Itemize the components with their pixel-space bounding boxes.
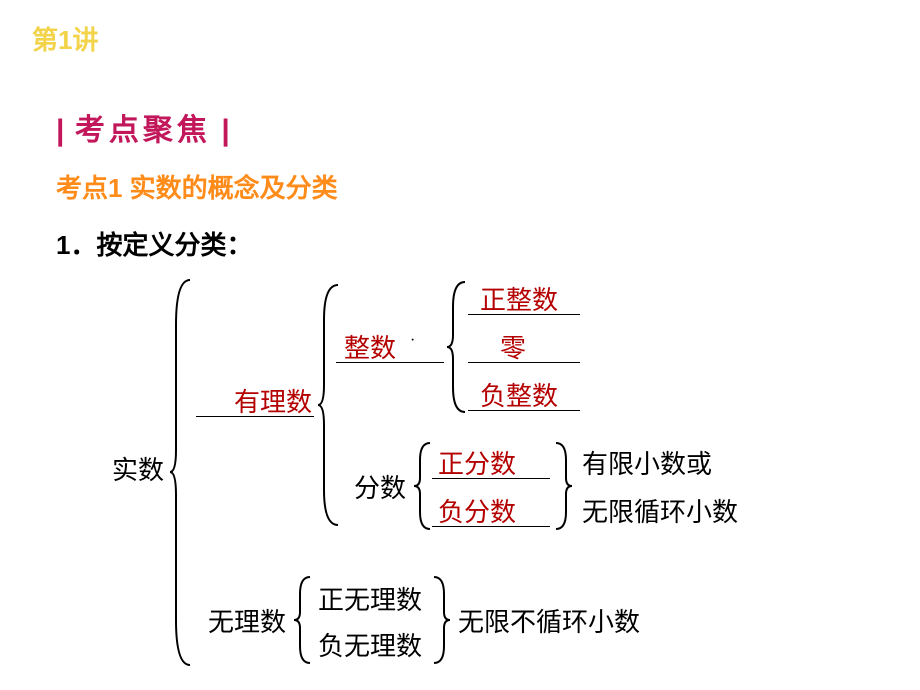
int-item-1: 零 — [500, 328, 526, 365]
int-item-2-underline — [468, 410, 580, 411]
irr-item-1: 负无理数 — [318, 626, 422, 663]
lesson-tag: 第1讲 — [32, 20, 98, 57]
brace-irr-close — [430, 572, 456, 668]
rational-label: 有理数 — [234, 382, 312, 419]
frac-item-1-underline — [432, 526, 550, 527]
sub-heading: 1．按定义分类： — [56, 225, 252, 262]
section-title-text: 考点聚焦 — [69, 114, 217, 147]
brace-irr-open — [292, 572, 318, 668]
frac-desc-0: 有限小数或 — [582, 444, 712, 481]
brace-frac-open — [412, 438, 438, 534]
rational-underline — [196, 416, 314, 417]
section-bar-right: | — [221, 114, 229, 147]
int-underline — [336, 362, 444, 363]
int-label: 整数 — [344, 328, 396, 365]
int-item-0: 正整数 — [480, 280, 558, 317]
brace-int — [445, 277, 475, 417]
irr-desc: 无限不循环小数 — [458, 602, 640, 639]
section-title: | 考点聚焦 | — [56, 105, 230, 149]
frac-item-1: 负分数 — [438, 492, 516, 529]
brace-rational — [316, 280, 346, 530]
tree-root: 实数 — [112, 450, 164, 487]
section-bar-left: | — [56, 114, 64, 147]
frac-desc-1: 无限循环小数 — [582, 492, 738, 529]
frac-item-0: 正分数 — [438, 444, 516, 481]
int-item-2: 负整数 — [480, 376, 558, 413]
irr-item-0: 正无理数 — [318, 580, 422, 617]
brace-root — [168, 275, 198, 670]
dot: · — [410, 332, 415, 350]
brace-frac-close — [552, 438, 578, 534]
topic-title: 考点1 实数的概念及分类 — [56, 168, 338, 205]
int-item-0-underline — [468, 314, 580, 315]
int-item-1-underline — [468, 362, 580, 363]
frac-item-0-underline — [432, 478, 550, 479]
irrational-label: 无理数 — [208, 602, 286, 639]
frac-label: 分数 — [354, 468, 406, 505]
